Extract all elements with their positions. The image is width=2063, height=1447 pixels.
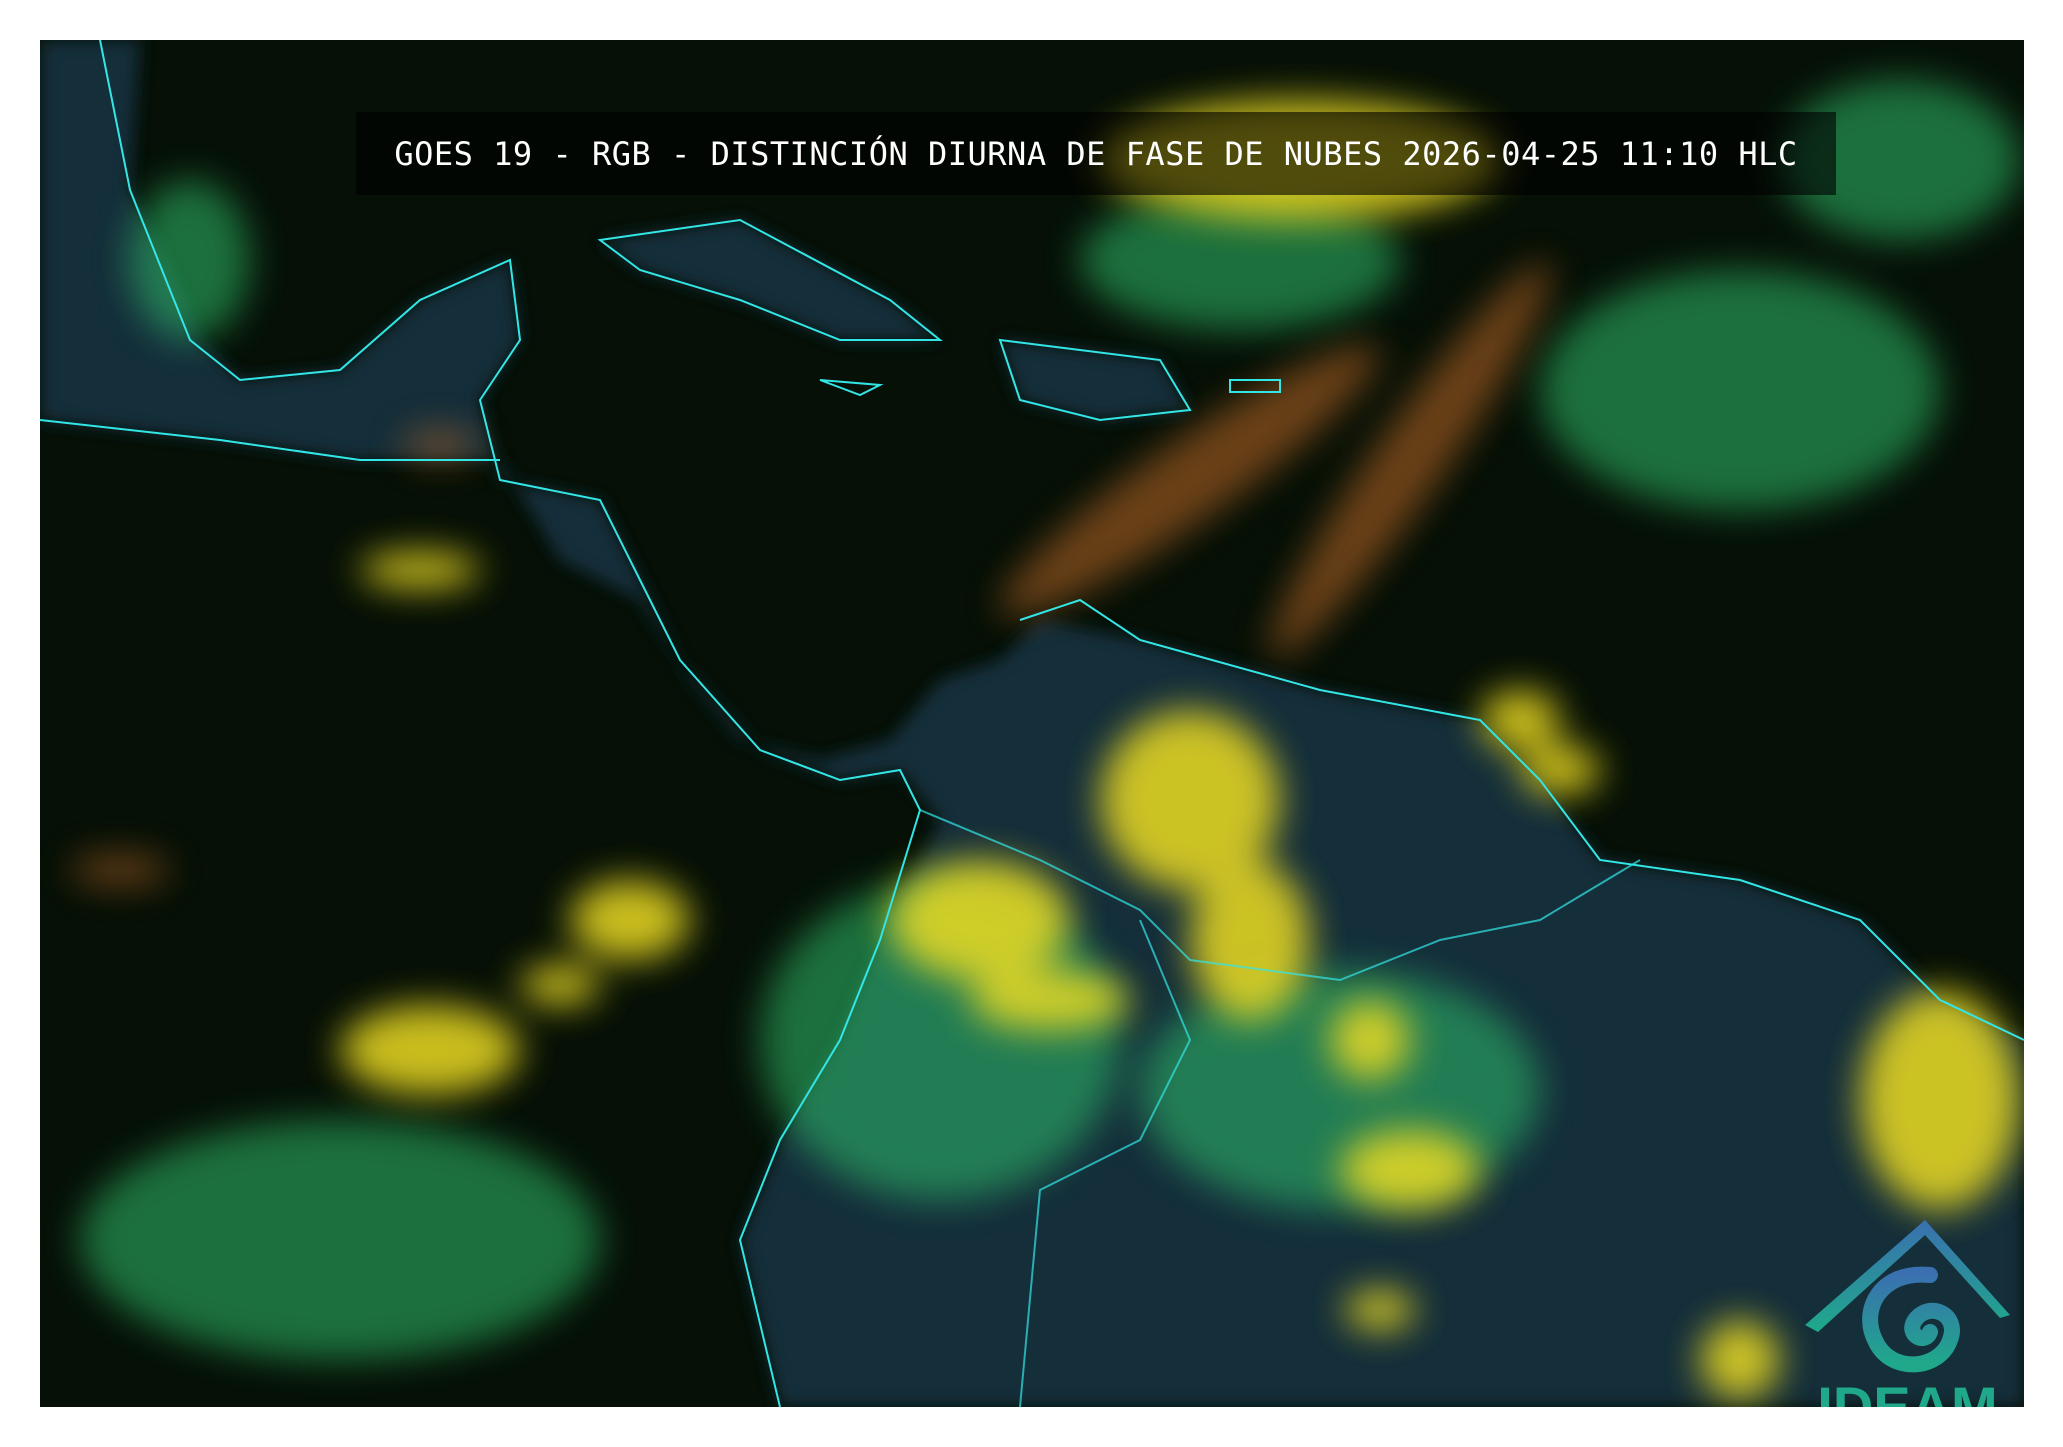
ideam-logo: IDEAM [1800,1220,2015,1407]
ideam-logo-icon [1805,1220,2010,1373]
satellite-image: GOES 19 - RGB - DISTINCIÓN DIURNA DE FAS… [40,40,2024,1407]
cirrus-clouds [70,262,1551,885]
coastlines [40,40,2024,1407]
title-bar: GOES 19 - RGB - DISTINCIÓN DIURNA DE FAS… [356,112,1836,195]
satellite-imagery [40,40,2024,1407]
water-clouds [80,80,2020,1360]
image-title: GOES 19 - RGB - DISTINCIÓN DIURNA DE FAS… [394,134,1798,173]
logo-text: IDEAM [1817,1375,1998,1408]
